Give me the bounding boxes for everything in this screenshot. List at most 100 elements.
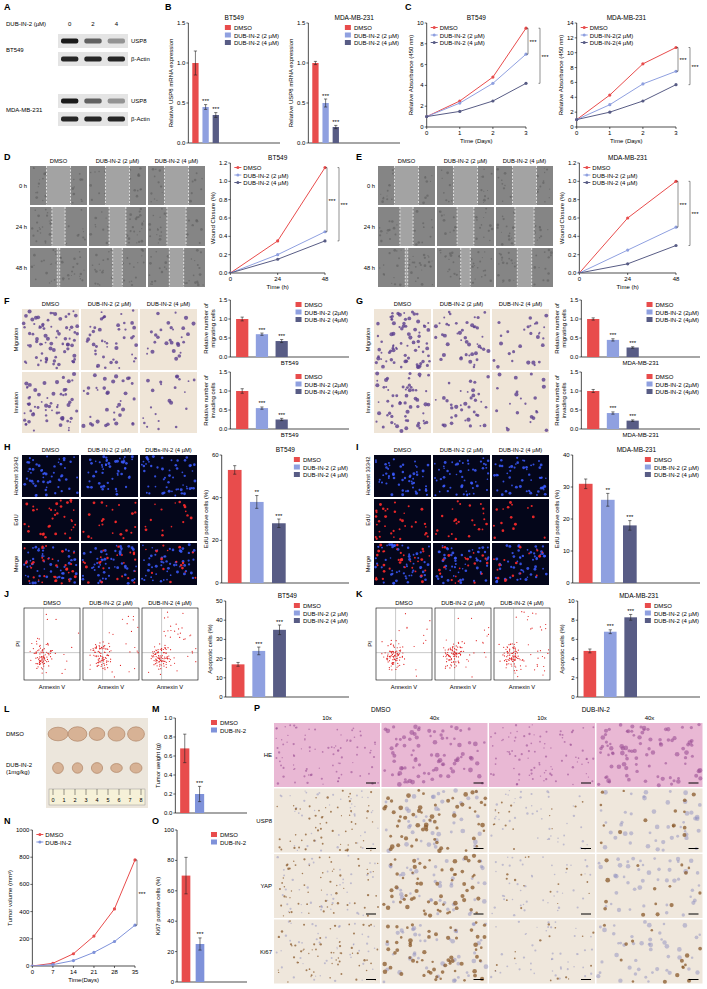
texture (95, 461, 97, 463)
texture (189, 200, 192, 203)
texture (440, 252, 442, 254)
texture (145, 528, 148, 531)
texture (70, 559, 72, 561)
texture (442, 178, 443, 179)
texture (60, 463, 62, 465)
texture (148, 223, 151, 226)
row-label: Hoechst 33342 (13, 457, 19, 496)
texture (489, 240, 490, 241)
texture (143, 465, 145, 467)
texture (411, 481, 413, 483)
texture (399, 284, 402, 287)
texture (65, 326, 68, 329)
texture (477, 316, 480, 319)
texture (489, 279, 492, 282)
texture (121, 554, 123, 556)
texture (422, 222, 424, 224)
texture (413, 312, 417, 316)
texture (23, 326, 25, 328)
texture (117, 545, 119, 547)
texture (456, 462, 459, 465)
texture (509, 232, 511, 234)
texture (184, 459, 187, 462)
texture (202, 284, 204, 286)
texture (150, 330, 153, 333)
texture (119, 458, 121, 460)
texture (124, 467, 126, 469)
texture (446, 342, 450, 346)
texture (501, 232, 502, 233)
texture (152, 579, 154, 581)
texture (444, 232, 447, 235)
texture (484, 270, 486, 272)
texture (395, 394, 398, 397)
texture (381, 481, 383, 483)
texture (406, 345, 408, 347)
texture (188, 543, 191, 546)
texture (515, 486, 518, 489)
texture (99, 564, 101, 566)
texture (423, 420, 425, 422)
texture (164, 266, 166, 268)
texture (99, 284, 100, 285)
texture (483, 237, 484, 238)
texture (428, 261, 430, 263)
texture (45, 575, 48, 578)
texture (26, 461, 28, 463)
texture (380, 358, 382, 360)
texture (427, 374, 430, 377)
row-label: 24 h (364, 224, 375, 230)
texture (101, 520, 103, 522)
texture (152, 168, 155, 171)
texture (480, 460, 482, 462)
texture (39, 533, 41, 535)
texture (141, 464, 143, 466)
texture (101, 466, 103, 468)
texture (73, 552, 75, 554)
texture (129, 213, 132, 216)
texture (379, 227, 381, 229)
texture (501, 493, 504, 496)
texture (43, 327, 46, 330)
texture (70, 398, 73, 401)
texture (53, 312, 57, 316)
texture (55, 367, 58, 370)
texture (419, 375, 421, 377)
texture (412, 478, 414, 480)
row-label: Migration (13, 328, 19, 352)
texture (43, 259, 45, 261)
texture (414, 349, 417, 352)
texture (391, 318, 393, 320)
texture (412, 256, 413, 257)
texture (153, 341, 156, 344)
texture (172, 349, 176, 353)
texture (161, 271, 163, 273)
wound-gap (513, 166, 537, 205)
texture (404, 415, 407, 418)
texture (45, 489, 47, 491)
texture (500, 253, 502, 255)
texture (57, 486, 59, 488)
texture (484, 195, 486, 197)
row-label: 0 h (367, 183, 375, 189)
texture (81, 199, 83, 201)
texture (408, 480, 410, 482)
texture (141, 228, 142, 229)
texture (162, 544, 164, 546)
texture (69, 537, 71, 539)
texture (384, 378, 388, 382)
texture (161, 492, 164, 495)
texture (487, 198, 489, 200)
texture (134, 511, 136, 513)
texture (160, 383, 162, 385)
treatment-label: DUB-IN-2 (µM) (6, 21, 46, 27)
texture (156, 200, 157, 201)
texture (112, 532, 114, 534)
texture (377, 411, 381, 415)
texture (102, 455, 105, 458)
texture (127, 582, 130, 585)
texture (26, 566, 28, 568)
texture (411, 482, 414, 485)
texture (483, 270, 485, 272)
texture (129, 263, 131, 265)
